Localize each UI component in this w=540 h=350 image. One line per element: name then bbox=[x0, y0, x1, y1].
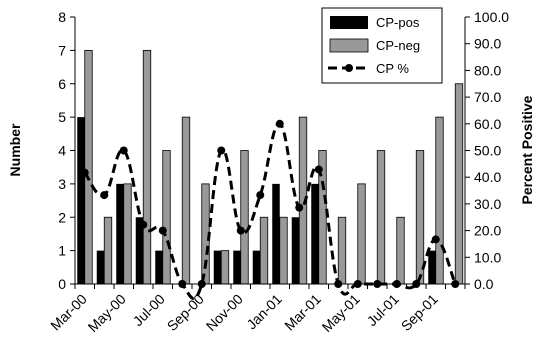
bar-cp-neg bbox=[357, 183, 366, 285]
x-tick-label: Jul-01 bbox=[364, 291, 402, 329]
bar-cp-pos bbox=[252, 250, 261, 284]
bar-cp-neg bbox=[337, 216, 347, 285]
cp-percent-marker bbox=[236, 226, 245, 235]
y2-axis-title: Percent Positive bbox=[519, 95, 535, 204]
bar-cp-pos bbox=[116, 183, 124, 284]
bar-cp-neg bbox=[415, 150, 425, 285]
bar-cp-pos bbox=[155, 250, 163, 284]
x-tick-label: Jul-00 bbox=[130, 291, 168, 329]
y2-tick-label: 60.0 bbox=[474, 116, 501, 132]
y2-tick-label: 90.0 bbox=[474, 36, 501, 52]
x-tick-label: Jan-01 bbox=[243, 291, 285, 333]
cp-percent-marker bbox=[139, 220, 148, 229]
bar-cp-neg bbox=[103, 216, 113, 285]
bar-cp-pos bbox=[233, 250, 241, 284]
bar-cp-neg bbox=[279, 216, 288, 285]
x-tick-label: Mar-01 bbox=[281, 291, 324, 334]
bar-cp-neg bbox=[435, 116, 444, 285]
legend: CP-pos CP-neg CP % bbox=[321, 7, 443, 84]
bar-cp-neg bbox=[240, 150, 249, 285]
bar-cp-neg bbox=[259, 216, 269, 285]
y2-tick-label: 10.0 bbox=[474, 249, 501, 265]
y2-tick-label: 0.0 bbox=[474, 276, 494, 292]
bar-cp-neg bbox=[123, 183, 132, 285]
y2-tick-label: 40.0 bbox=[474, 169, 501, 185]
y2-tick-label: 50.0 bbox=[474, 143, 501, 159]
y2-tick-label: 20.0 bbox=[474, 223, 501, 239]
bar-cp-neg bbox=[162, 150, 171, 285]
y-tick-label: 4 bbox=[58, 143, 66, 159]
bar-cp-neg bbox=[454, 83, 464, 285]
x-tick-label: Mar-00 bbox=[47, 291, 90, 334]
y-tick-label: 7 bbox=[58, 42, 66, 58]
cp-percent-marker bbox=[314, 165, 323, 174]
bars bbox=[77, 49, 464, 285]
bar-cp-pos bbox=[428, 250, 436, 284]
y2-tick-label: 100.0 bbox=[474, 9, 509, 25]
y-tick-label: 5 bbox=[58, 109, 66, 125]
legend-label-cp-percent: CP % bbox=[376, 61, 409, 76]
legend-swatch-cp-neg bbox=[329, 38, 369, 53]
bar-cp-neg bbox=[84, 49, 93, 285]
bar-cp-pos bbox=[135, 217, 144, 284]
y-tick-label: 3 bbox=[58, 176, 66, 192]
y2-tick-label: 70.0 bbox=[474, 89, 501, 105]
cp-percent-marker bbox=[100, 191, 109, 200]
cp-percent-marker bbox=[80, 168, 89, 177]
cp-percent-marker bbox=[158, 226, 167, 235]
bar-cp-pos bbox=[77, 117, 85, 284]
legend-marker-cp-percent bbox=[345, 64, 353, 72]
y-tick-label: 1 bbox=[58, 243, 66, 259]
bar-cp-pos bbox=[272, 183, 280, 284]
cp-percent-marker bbox=[275, 119, 284, 128]
cp-percent-marker bbox=[295, 203, 304, 212]
bar-cp-pos bbox=[96, 250, 105, 284]
y2-tick-label: 30.0 bbox=[474, 196, 501, 212]
x-tick-label: May-00 bbox=[85, 291, 129, 335]
x-tick-label: Sep-00 bbox=[164, 291, 207, 334]
bar-cp-neg bbox=[181, 116, 191, 285]
cp-percent-marker bbox=[217, 146, 226, 155]
y-tick-label: 6 bbox=[58, 76, 66, 92]
legend-swatch-cp-pos bbox=[330, 16, 368, 29]
bar-cp-pos bbox=[311, 183, 319, 284]
y-tick-label: 8 bbox=[58, 9, 66, 25]
cp-percent-marker bbox=[119, 146, 128, 155]
x-tick-label: May-01 bbox=[319, 291, 363, 335]
bar-cp-neg bbox=[376, 150, 386, 285]
y-tick-label: 0 bbox=[58, 276, 66, 292]
x-tick-label: Sep-01 bbox=[398, 291, 441, 334]
x-tick-label: Nov-00 bbox=[203, 291, 246, 334]
cp-percent-marker bbox=[431, 235, 440, 244]
bar-cp-neg bbox=[220, 250, 230, 285]
y-tick-label: 2 bbox=[58, 209, 66, 225]
bar-cp-neg bbox=[142, 49, 152, 285]
bar-cp-pos bbox=[213, 250, 222, 284]
y2-tick-label: 80.0 bbox=[474, 62, 501, 78]
bar-cp-neg bbox=[396, 216, 405, 285]
bar-cp-pos bbox=[291, 217, 300, 284]
legend-label-cp-pos: CP-pos bbox=[376, 15, 420, 30]
cp-percent-marker bbox=[256, 191, 265, 200]
legend-label-cp-neg: CP-neg bbox=[376, 38, 420, 53]
y-axis-title: Number bbox=[7, 123, 23, 176]
